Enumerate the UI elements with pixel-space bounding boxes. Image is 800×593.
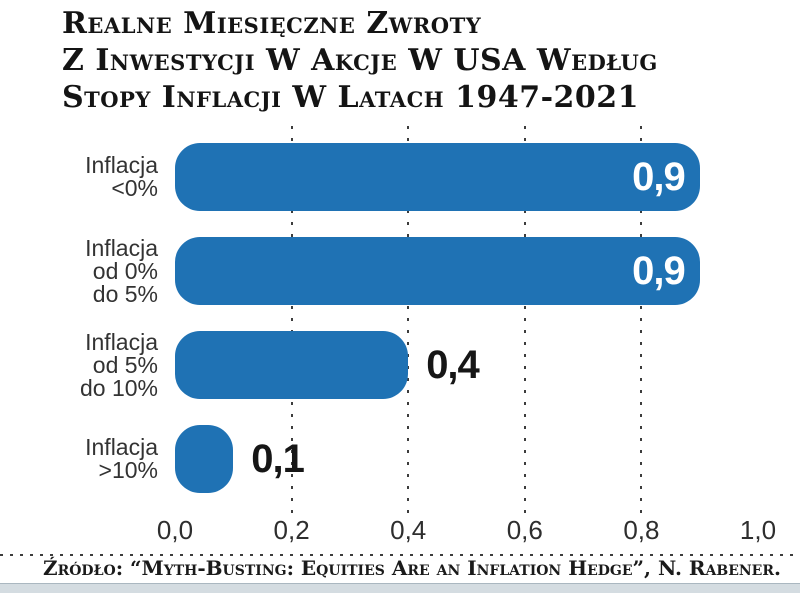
category-label: Inflacja >10% <box>0 425 158 493</box>
bar <box>175 331 409 399</box>
category-label-line: >10% <box>98 457 158 483</box>
category-label: Inflacja <0% <box>0 143 158 211</box>
bottom-edge-strip <box>0 583 800 593</box>
bar: 0,9 <box>175 237 700 305</box>
value-label: 0,4 <box>426 342 480 387</box>
chart-title-line-3: Stopy Inflacji W Latach 1947-2021 <box>62 80 640 115</box>
source-attribution: Źródło: “Myth-Busting: Equities Are an I… <box>43 556 781 580</box>
bar <box>175 425 234 493</box>
category-label-line: Inflacja <box>85 234 158 261</box>
chart-title-line-1: Realne Miesięczne Zwroty <box>62 6 482 41</box>
category-label-line: od 0% <box>92 257 158 284</box>
category-label-line: Inflacja <box>85 434 158 460</box>
chart-title: Realne Miesięczne Zwroty Z Inwestycji W … <box>62 5 658 116</box>
category-label-line: Inflacja <box>85 328 158 355</box>
category-label-line: do 5% <box>92 280 158 307</box>
category-label: Inflacja od 0% do 5% <box>0 234 158 307</box>
x-axis-tick-label: 0,2 <box>273 515 310 545</box>
value-label: 0,1 <box>251 436 305 481</box>
category-label: Inflacja od 5% do 10% <box>0 328 158 401</box>
category-label-line: Inflacja <box>85 152 158 178</box>
gridline <box>407 126 410 514</box>
dotted-separator <box>0 554 800 556</box>
x-axis-tick-label: 0,6 <box>506 515 543 545</box>
value-label: 0,9 <box>632 154 686 199</box>
gridline <box>290 126 293 514</box>
x-axis-tick-label: 1,0 <box>739 515 777 545</box>
bar: 0,9 <box>175 143 700 211</box>
category-label-line: od 5% <box>92 351 158 378</box>
value-label: 0,9 <box>632 248 686 293</box>
gridline <box>523 126 526 514</box>
chart-title-line-2: Z Inwestycji W Akcje W USA Według <box>62 43 658 78</box>
x-axis-tick-label: 0,8 <box>623 515 660 545</box>
x-axis-tick-label: 0,4 <box>390 515 427 545</box>
category-label-line: do 10% <box>79 374 158 401</box>
category-label-line: <0% <box>111 175 158 201</box>
x-axis-tick-label: 0,0 <box>156 515 194 545</box>
gridline <box>640 126 643 514</box>
